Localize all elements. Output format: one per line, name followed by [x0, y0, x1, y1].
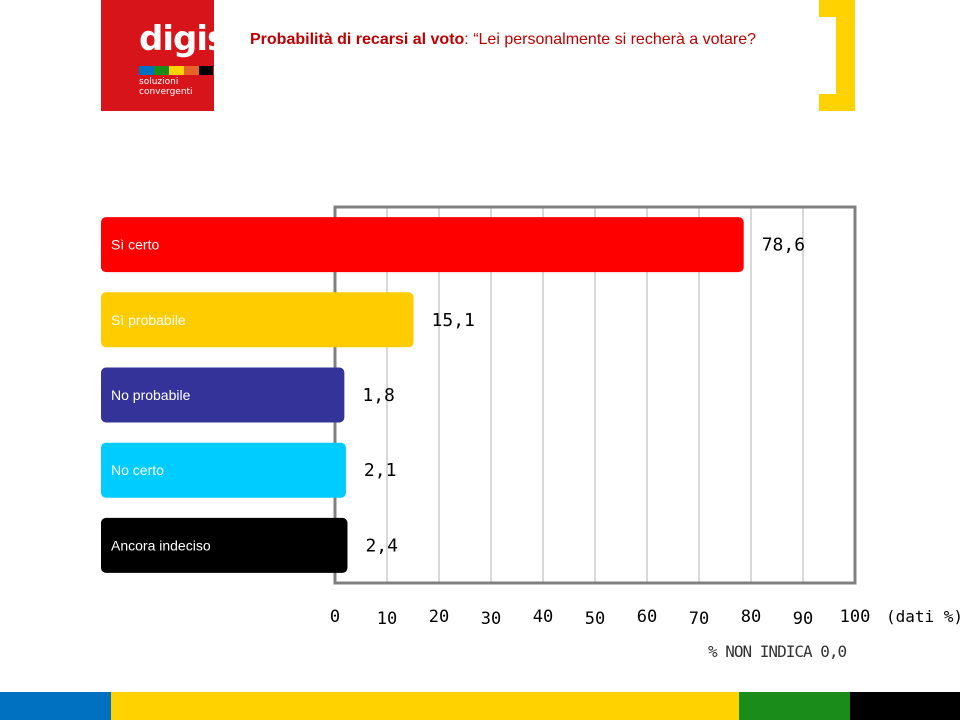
x-tick-label: 60: [637, 607, 657, 627]
bar-value-label: 15,1: [432, 310, 475, 331]
x-tick-label: 80: [741, 607, 761, 627]
x-tick-label: 70: [689, 609, 709, 629]
logo-stripe-black: [199, 66, 213, 75]
bar-value-label: 78,6: [762, 235, 805, 256]
x-tick-label: 40: [533, 607, 553, 627]
logo-stripe-orange: [184, 66, 199, 75]
bracket-top: [819, 0, 843, 17]
bar: [101, 517, 348, 573]
digis-logo: digis soluzioni convergenti: [101, 0, 227, 111]
bar-category-label: Ancora indeciso: [111, 537, 211, 553]
footer-stripe-black: [850, 692, 960, 720]
logo-stripe-green: [154, 66, 169, 75]
bar-category-label: Sì certo: [111, 237, 159, 253]
x-tick-label: 100: [840, 607, 871, 627]
bar-category-label: No certo: [111, 462, 164, 478]
bar: [101, 442, 346, 498]
footer-stripe-yellow: [111, 692, 739, 720]
x-axis-ticks: 0 10 20 30 40 50 60 70 80 90 100: [330, 607, 870, 629]
no-answer-note: % NON INDICA 0,0: [708, 642, 847, 661]
bar: [101, 367, 345, 423]
x-tick-label: 10: [377, 609, 397, 629]
footer-stripe-blue: [0, 692, 111, 720]
bar: [101, 217, 744, 273]
x-tick-label: 30: [481, 609, 501, 629]
bracket-bottom: [819, 94, 843, 111]
footer-stripe-green: [739, 692, 850, 720]
chart-bars: Sì certo 78,6 Sì probabile 15,1 No probabile…: [101, 217, 805, 573]
logo-stripe-yellow: [169, 66, 184, 75]
x-tick-label: 0: [330, 607, 340, 627]
x-tick-label: 90: [793, 609, 813, 629]
logo-stripe-blue: [139, 66, 154, 75]
bar-value-label: 2,1: [364, 460, 397, 481]
title-bold: Probabilità di recarsi al voto: [250, 31, 465, 48]
page-title: Probabilità di recarsi al voto: “Lei per…: [250, 29, 803, 51]
bar-value-label: 2,4: [365, 535, 398, 556]
x-tick-label: 20: [429, 607, 449, 627]
logo-word: digis: [139, 19, 227, 59]
x-tick-label: 50: [585, 609, 605, 629]
bar-value-label: 1,8: [362, 385, 395, 406]
bar-category-label: Sì probabile: [111, 312, 186, 328]
bracket-decoration: [836, 0, 855, 111]
title-rest: : “Lei personalmente si recherà a votare…: [464, 31, 757, 48]
bar-category-label: No probabile: [111, 387, 191, 403]
bar: [101, 292, 414, 348]
x-axis-unit: (dati %): [886, 607, 960, 626]
logo-subtitle: soluzioni convergenti: [139, 77, 193, 97]
